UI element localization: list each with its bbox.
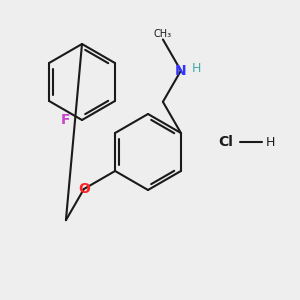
Text: O: O xyxy=(78,182,90,196)
Text: H: H xyxy=(265,136,275,148)
Text: N: N xyxy=(175,64,187,78)
Text: F: F xyxy=(61,113,70,127)
Text: H: H xyxy=(192,62,202,75)
Text: CH₃: CH₃ xyxy=(154,29,172,40)
Text: Cl: Cl xyxy=(219,135,233,149)
